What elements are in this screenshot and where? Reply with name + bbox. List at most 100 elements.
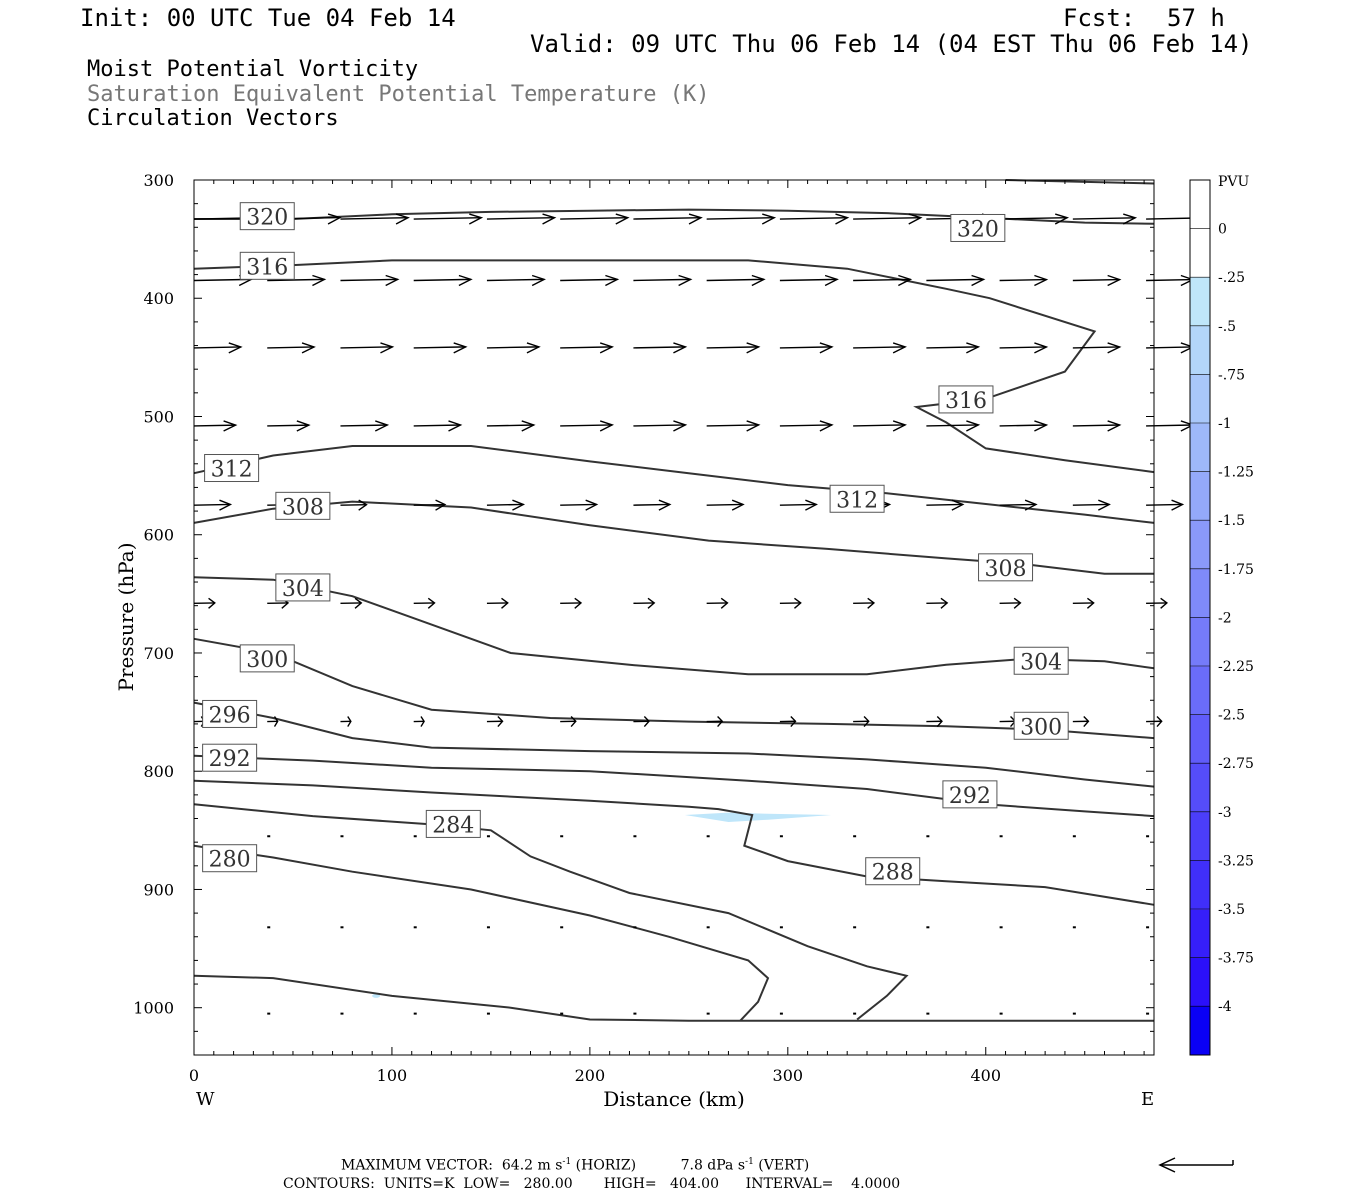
vector-arrow bbox=[413, 213, 484, 225]
contour-276 bbox=[193, 974, 1154, 1022]
vector-shaft bbox=[1072, 217, 1136, 220]
vector-arrow bbox=[486, 213, 557, 225]
vector-arrow bbox=[413, 597, 436, 609]
colorbar-swatch bbox=[1190, 666, 1210, 715]
contour-label-312: 312 bbox=[204, 454, 260, 483]
vector-shaft bbox=[999, 278, 1047, 282]
vector-head bbox=[966, 342, 981, 354]
vector-head bbox=[312, 274, 327, 287]
vector-arrow bbox=[706, 342, 761, 354]
contour-label-316: 316 bbox=[938, 385, 994, 414]
contour-label-text: 288 bbox=[872, 861, 914, 886]
contour-label-box bbox=[425, 809, 481, 838]
vector-arrow bbox=[560, 420, 615, 432]
vector-head bbox=[501, 597, 509, 609]
contour-label-text: 312 bbox=[836, 488, 878, 513]
contour-label-box bbox=[950, 213, 1006, 242]
contour-284 bbox=[193, 803, 909, 1021]
vector-head bbox=[585, 499, 599, 511]
vector-shaft bbox=[926, 503, 963, 506]
vector-head bbox=[1122, 213, 1138, 225]
vector-arrow bbox=[853, 213, 923, 225]
vector-head bbox=[531, 274, 546, 287]
contour-label-box bbox=[865, 857, 921, 886]
contour-label-300: 300 bbox=[1013, 711, 1069, 740]
vector-arrow bbox=[486, 716, 504, 728]
vector-arrow bbox=[633, 274, 693, 287]
pv-shading-layer bbox=[372, 812, 832, 998]
colorbar-label: -3.5 bbox=[1218, 902, 1245, 918]
vector-arrow bbox=[999, 274, 1049, 287]
pv-shade-small bbox=[372, 993, 381, 998]
x-tick-label: 0 bbox=[189, 1066, 199, 1085]
vector-arrow bbox=[926, 597, 949, 609]
vector-shaft bbox=[560, 503, 597, 506]
vector-arrow bbox=[1146, 274, 1195, 287]
y-tick-label: 600 bbox=[143, 526, 174, 545]
contour-304 bbox=[193, 576, 1155, 676]
colorbar-title: PVU bbox=[1218, 174, 1250, 190]
vector-shaft bbox=[1146, 346, 1193, 349]
vector-arrow bbox=[926, 499, 965, 511]
vector-head bbox=[951, 499, 965, 511]
vector-head bbox=[731, 499, 745, 511]
vector-shaft bbox=[560, 278, 618, 282]
vector-arrow bbox=[486, 342, 541, 354]
x-tick-label: 200 bbox=[575, 1066, 606, 1085]
vector-arrow bbox=[633, 213, 703, 225]
contour-label-box bbox=[829, 484, 885, 513]
vector-head bbox=[1034, 274, 1049, 287]
contour-label-box bbox=[239, 202, 295, 231]
contour-label-308: 308 bbox=[978, 553, 1034, 582]
vector-shaft bbox=[853, 216, 921, 220]
vector-head bbox=[208, 597, 216, 609]
vector-shaft bbox=[486, 424, 534, 427]
vector-arrow bbox=[1146, 420, 1195, 432]
vector-head bbox=[448, 420, 463, 432]
contour-label-box bbox=[938, 385, 994, 414]
contour-info: CONTOURS: UNITS=K LOW= 280.00 HIGH= 404.… bbox=[283, 1176, 901, 1192]
contour-labels: 320 320 316 316 312 312 308 308 304 304 300 300 296 2… bbox=[202, 202, 1069, 886]
pv-colorbar: 0 -.25 -.5 -.75 -1 -1.25 -1.5 -1.75 -2 -2.25 -2.5 -… bbox=[1189, 179, 1254, 1056]
vector-head bbox=[863, 716, 870, 728]
colorbar-swatch bbox=[1190, 763, 1210, 812]
colorbar-label: -2.5 bbox=[1218, 708, 1245, 724]
vector-shaft bbox=[486, 503, 524, 506]
vector-arrow bbox=[779, 499, 818, 511]
vector-head bbox=[790, 716, 797, 728]
vector-arrow bbox=[413, 499, 447, 511]
contour-296 bbox=[193, 701, 1155, 788]
vector-head bbox=[223, 420, 238, 432]
y-tick-label: 300 bbox=[143, 171, 174, 190]
colorbar-label: 0 bbox=[1218, 222, 1227, 238]
y-tick-label: 900 bbox=[143, 880, 174, 899]
vector-head bbox=[358, 499, 368, 511]
vector-head bbox=[746, 420, 761, 432]
vector-arrow bbox=[779, 716, 797, 728]
vector-shaft bbox=[853, 346, 906, 349]
colorbar-label: -3.75 bbox=[1218, 951, 1254, 967]
vector-arrow bbox=[1072, 597, 1095, 609]
colorbar-swatch bbox=[1190, 957, 1210, 1007]
vector-head bbox=[512, 499, 526, 511]
vector-head bbox=[936, 716, 943, 728]
vector-head bbox=[521, 420, 536, 432]
contour-label-box bbox=[942, 780, 998, 809]
vector-shaft bbox=[193, 424, 236, 427]
vector-head bbox=[420, 716, 425, 727]
vector-shaft bbox=[560, 346, 613, 349]
vector-head bbox=[867, 597, 876, 609]
vector-shaft bbox=[926, 424, 979, 427]
vector-head bbox=[1107, 420, 1122, 432]
vector-arrow bbox=[926, 716, 943, 728]
vector-head bbox=[751, 274, 766, 287]
vector-head bbox=[643, 716, 650, 728]
vector-shaft bbox=[779, 346, 832, 349]
vector-head bbox=[615, 213, 630, 225]
vector-shaft bbox=[340, 424, 388, 427]
vector-shaft bbox=[340, 503, 367, 506]
vector-shaft bbox=[1072, 424, 1120, 427]
colorbar-label: -2 bbox=[1218, 610, 1232, 626]
vector-head bbox=[327, 213, 342, 225]
vector-head bbox=[892, 342, 907, 354]
